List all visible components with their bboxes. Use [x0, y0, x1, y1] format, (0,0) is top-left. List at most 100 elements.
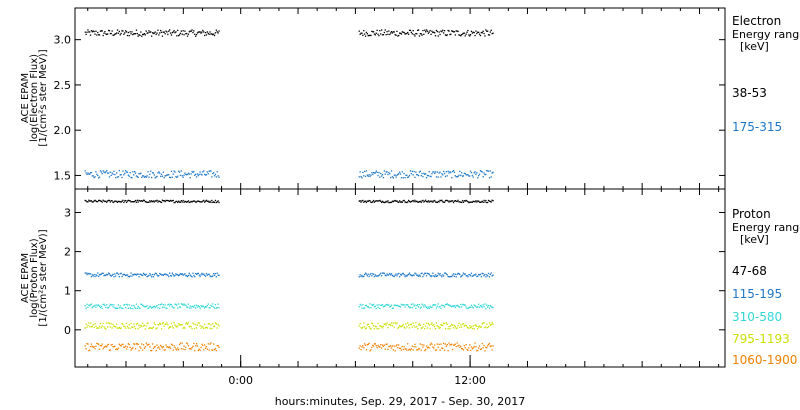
- data-point: [167, 274, 169, 276]
- data-point: [370, 272, 372, 275]
- data-point: [146, 175, 148, 177]
- data-point: [408, 348, 411, 350]
- data-point: [408, 272, 411, 274]
- data-point: [169, 326, 171, 328]
- data-point: [451, 177, 453, 179]
- data-point: [434, 304, 436, 306]
- data-point: [127, 275, 129, 278]
- data-point: [138, 307, 140, 309]
- data-point: [403, 31, 405, 34]
- data-point: [406, 32, 408, 35]
- data-point: [452, 30, 454, 32]
- data-point: [482, 304, 484, 306]
- data-point: [430, 175, 432, 178]
- data-point: [480, 348, 482, 350]
- data-point: [419, 33, 421, 35]
- data-point: [381, 201, 383, 204]
- data-point: [152, 347, 155, 350]
- data-point: [461, 348, 464, 350]
- data-point: [186, 322, 188, 324]
- data-point: [87, 172, 89, 174]
- data-point: [186, 174, 188, 176]
- data-point: [373, 201, 376, 203]
- data-point: [414, 176, 416, 178]
- data-point: [174, 346, 176, 349]
- data-point: [94, 176, 96, 178]
- data-point: [107, 326, 109, 328]
- data-point: [367, 35, 369, 37]
- data-point: [125, 306, 127, 309]
- data-point: [118, 30, 120, 33]
- data-point: [401, 345, 403, 348]
- data-point: [199, 307, 201, 309]
- data-point: [139, 173, 141, 175]
- data-point: [397, 327, 399, 329]
- data-point: [427, 306, 429, 308]
- data-point: [175, 200, 177, 203]
- data-point: [401, 273, 403, 275]
- data-point: [160, 344, 162, 347]
- data-point: [195, 307, 197, 309]
- data-point: [216, 307, 218, 309]
- data-point: [410, 323, 412, 326]
- proton-ylabel-line1: ACE EPAM: [20, 253, 31, 303]
- data-point: [86, 173, 88, 176]
- data-point: [213, 273, 215, 275]
- data-point: [411, 33, 413, 35]
- data-point: [162, 200, 164, 202]
- data-point: [183, 326, 185, 328]
- data-point: [429, 344, 431, 346]
- data-point: [134, 348, 137, 350]
- data-point: [212, 172, 214, 175]
- data-point: [205, 174, 208, 176]
- data-point: [482, 347, 484, 349]
- data-point: [438, 343, 440, 345]
- data-point: [460, 276, 462, 278]
- data-point: [130, 322, 132, 325]
- data-point: [205, 306, 208, 308]
- data-point: [358, 176, 360, 178]
- data-point: [382, 34, 385, 36]
- data-point: [364, 326, 366, 328]
- data-point: [378, 171, 380, 174]
- electron-ylabel: ACE EPAM log(Electron Flux) [1/(cm²s ste…: [20, 49, 49, 146]
- data-point: [487, 170, 490, 172]
- data-point: [145, 176, 147, 178]
- data-point: [437, 35, 439, 37]
- data-point: [478, 347, 480, 349]
- data-point: [207, 303, 209, 305]
- data-point: [462, 304, 465, 306]
- data-point: [85, 33, 87, 35]
- data-point: [449, 304, 451, 306]
- data-point: [203, 273, 205, 275]
- data-point: [172, 173, 174, 175]
- data-point: [361, 274, 363, 277]
- data-point: [368, 326, 370, 328]
- data-point: [132, 307, 134, 310]
- data-point: [474, 324, 476, 326]
- data-point: [365, 170, 368, 172]
- data-point: [84, 272, 86, 274]
- data-point: [191, 328, 193, 330]
- data-point: [380, 325, 382, 328]
- data-point: [203, 31, 205, 33]
- data-point: [188, 347, 190, 350]
- data-point: [416, 349, 418, 351]
- data-point: [412, 303, 414, 305]
- data-point: [480, 201, 482, 203]
- data-point: [367, 273, 369, 275]
- data-point: [173, 170, 175, 172]
- data-point: [408, 306, 411, 309]
- data-point: [382, 177, 385, 179]
- data-point: [143, 273, 146, 276]
- data-point: [461, 175, 464, 177]
- data-point: [467, 349, 469, 351]
- data-point: [434, 344, 436, 346]
- data-point: [395, 305, 397, 307]
- data-point: [410, 31, 412, 33]
- data-point: [214, 348, 217, 350]
- data-point: [134, 306, 136, 308]
- data-point: [176, 176, 178, 179]
- data-point: [417, 328, 419, 330]
- data-point: [392, 322, 394, 324]
